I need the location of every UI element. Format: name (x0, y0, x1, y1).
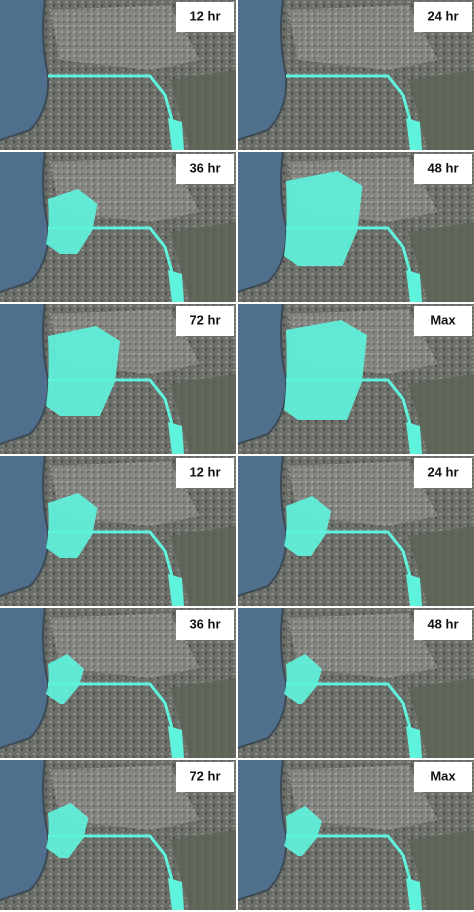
map-panel: 36 hr (0, 607, 236, 759)
map-panel: Max (237, 303, 474, 455)
label-box (176, 610, 234, 640)
city-center (50, 765, 200, 830)
fields (408, 374, 474, 454)
sea (238, 0, 287, 140)
fields (408, 830, 474, 910)
map-panel: 48 hr (237, 607, 474, 759)
flood-area (46, 493, 98, 558)
time-label: 36 hr (189, 616, 220, 631)
label-box (414, 2, 472, 32)
flood-area (284, 320, 367, 420)
flood-river (168, 878, 184, 910)
map-panel: Max (237, 759, 474, 911)
flood-river (406, 118, 422, 150)
time-label: 12 hr (189, 464, 220, 479)
label-box (176, 458, 234, 488)
flood-river (168, 726, 184, 758)
flood-area (284, 171, 363, 266)
time-label: 72 hr (189, 768, 220, 783)
city-center (50, 613, 200, 678)
sea (238, 608, 287, 748)
sea (0, 456, 49, 596)
flood-area (284, 496, 331, 556)
fields (170, 830, 236, 910)
flood-area (46, 803, 89, 858)
city-center (288, 765, 438, 830)
flood-area (46, 654, 84, 704)
time-label: 12 hr (189, 8, 220, 23)
time-label: 24 hr (427, 8, 458, 23)
flood-river (168, 574, 184, 606)
sea (238, 152, 287, 292)
fields (408, 678, 474, 758)
flood-river (168, 118, 184, 150)
sea (0, 152, 49, 292)
fields (408, 526, 474, 606)
flood-river (406, 422, 422, 454)
sea (238, 760, 287, 900)
time-label: 48 hr (427, 616, 458, 631)
city-center (288, 5, 438, 70)
city-center (50, 5, 200, 70)
time-label: Max (430, 312, 456, 327)
sea (0, 0, 49, 140)
label-box (414, 458, 472, 488)
label-box (414, 762, 472, 792)
time-label: 24 hr (427, 464, 458, 479)
fields (170, 678, 236, 758)
time-label: Max (430, 768, 456, 783)
flood-river (406, 574, 422, 606)
fields (170, 374, 236, 454)
fields (408, 70, 474, 150)
fields (408, 222, 474, 302)
label-box (176, 154, 234, 184)
city-center (288, 613, 438, 678)
fields (170, 526, 236, 606)
map-panel: 72 hr (0, 303, 236, 455)
sea (238, 304, 287, 444)
flood-river (406, 878, 422, 910)
flood-river (406, 726, 422, 758)
label-box (414, 154, 472, 184)
time-label: 36 hr (189, 160, 220, 175)
sea (0, 760, 49, 900)
flood-area (284, 806, 322, 856)
fields (170, 70, 236, 150)
label-box (414, 610, 472, 640)
time-label: 48 hr (427, 160, 458, 175)
map-panel: 72 hr (0, 759, 236, 911)
label-box (176, 306, 234, 336)
sea (0, 304, 49, 444)
fields (170, 222, 236, 302)
label-box (176, 762, 234, 792)
flood-river (406, 270, 422, 302)
map-panel: 24 hr (237, 0, 474, 151)
map-panel: 36 hr (0, 151, 236, 303)
map-panel: 12 hr (0, 0, 236, 151)
map-panel: 24 hr (237, 455, 474, 607)
sea (238, 456, 287, 596)
flood-area (46, 189, 98, 254)
flood-river (168, 422, 184, 454)
map-panel: 48 hr (237, 151, 474, 303)
flood-area (46, 326, 120, 416)
label-box (414, 306, 472, 336)
flood-river (168, 270, 184, 302)
map-panel: 12 hr (0, 455, 236, 607)
time-label: 72 hr (189, 312, 220, 327)
label-box (176, 2, 234, 32)
flood-area (284, 654, 322, 704)
sea (0, 608, 49, 748)
